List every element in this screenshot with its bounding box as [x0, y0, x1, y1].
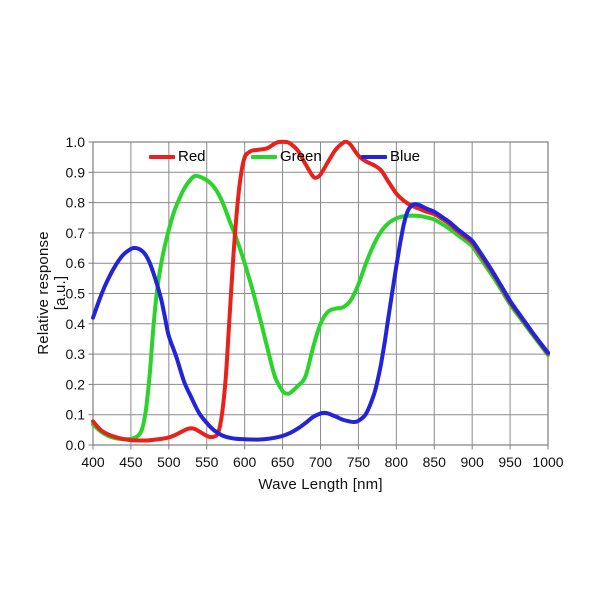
x-tick-label: 1000 [532, 454, 563, 470]
plot-frame [92, 141, 549, 446]
x-tick-label: 950 [498, 454, 522, 470]
y-tick-label: 0.7 [66, 225, 86, 241]
y-tick-label: 0.2 [66, 376, 86, 392]
legend-item-green: Green [251, 149, 322, 165]
legend-swatch-blue-icon [361, 155, 387, 159]
legend-swatch-green-icon [251, 155, 277, 159]
x-tick-label: 750 [347, 454, 371, 470]
y-tick-label: 0.9 [66, 164, 86, 180]
x-axis-title: Wave Length [nm] [258, 476, 383, 493]
x-tick-label: 700 [309, 454, 333, 470]
x-tick-label: 400 [81, 454, 105, 470]
y-tick-label: 0.0 [66, 437, 86, 453]
x-tick-label: 800 [385, 454, 409, 470]
y-tick-label: 0.5 [66, 286, 86, 302]
y-axis-title: Relative response [a.u.] [35, 231, 69, 355]
x-tick-label: 850 [423, 454, 447, 470]
legend-label-green: Green [280, 148, 322, 165]
y-tick-label: 0.6 [66, 255, 86, 271]
legend-label-red: Red [178, 148, 206, 165]
legend-label-blue: Blue [390, 148, 421, 165]
x-tick-label: 500 [157, 454, 181, 470]
series-line-blue [91, 202, 550, 442]
y-tick-label: 0.4 [66, 316, 86, 332]
y-tick-label: 1.0 [66, 134, 86, 150]
legend-item-red: Red [149, 149, 206, 165]
x-tick-label: 550 [195, 454, 219, 470]
y-tick-label: 0.8 [66, 195, 86, 211]
y-tick-label: 0.1 [66, 407, 86, 423]
x-tick-label: 600 [233, 454, 257, 470]
x-tick-label: 450 [119, 454, 143, 470]
legend-item-blue: Blue [361, 149, 420, 165]
y-tick-label: 0.3 [66, 346, 86, 362]
x-tick-label: 900 [460, 454, 484, 470]
legend-swatch-red-icon [149, 155, 175, 159]
series-line-green [91, 173, 550, 442]
x-tick-label: 650 [271, 454, 295, 470]
